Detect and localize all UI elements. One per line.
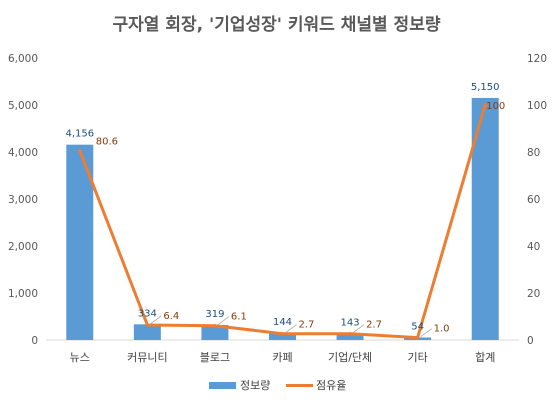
data-label-leader [285, 324, 297, 333]
x-tick-label: 합계 [475, 351, 495, 364]
bar-data-label: 54 [411, 321, 424, 332]
line-data-label: 6.4 [163, 311, 179, 322]
line-series [78, 103, 487, 340]
bar-data-label: 5,150 [471, 82, 500, 93]
line-data-label: 2.7 [366, 320, 382, 331]
y-right-tick-label: 80 [527, 147, 540, 159]
x-tick-label: 커뮤니티 [127, 351, 167, 364]
bar-data-label: 4,156 [65, 129, 94, 140]
y-left-tick-label: 2,000 [8, 241, 38, 253]
bar [269, 333, 296, 340]
bar [133, 324, 161, 340]
data-labels: 4,156 334 319 144 143 54 5,150 80.6 6.4 6.1 2.7 2.7… [65, 82, 505, 337]
chart-title: 구자열 회장, '기업성장' 키워드 채널별 정보량 [113, 15, 441, 35]
y-right-tick-label: 100 [527, 100, 547, 112]
x-tick-label: 뉴스 [70, 351, 90, 364]
y-right-tick-label: 20 [527, 288, 540, 300]
bar [201, 325, 229, 340]
line-data-label: 100 [486, 101, 505, 112]
bar-data-label: 334 [138, 308, 157, 319]
data-label-leader [150, 315, 162, 325]
legend: 정보량 점유율 [209, 379, 346, 392]
line-point [281, 332, 284, 336]
line-point [145, 323, 149, 327]
axes: 0 1,000 2,000 3,000 4,000 5,000 6,000 0 20 40 60 80… [8, 53, 547, 364]
y-left-tick-label: 1,000 [8, 288, 38, 300]
line-point [416, 336, 420, 340]
line-point [78, 149, 82, 153]
line-point [213, 324, 217, 328]
y-left-tick-label: 3,000 [8, 194, 38, 206]
y-left-tick-label: 6,000 [8, 53, 38, 65]
data-label-leader [217, 316, 230, 325]
y-right-tick-label: 120 [527, 53, 547, 65]
line-data-label: 2.7 [299, 320, 315, 331]
bar-series [66, 97, 499, 340]
legend-label-share: 점유율 [316, 379, 346, 392]
line-data-label: 6.1 [231, 312, 247, 323]
y-right-tick-label: 0 [527, 335, 534, 347]
bar-data-label: 144 [273, 317, 292, 328]
x-tick-label: 기업/단체 [328, 351, 372, 364]
line-data-label: 80.6 [96, 137, 118, 148]
line-path [78, 103, 487, 340]
bar-data-label: 143 [341, 317, 360, 328]
x-tick-label: 카페 [272, 351, 292, 364]
legend-swatch-info-volume [209, 382, 236, 389]
x-tick-label: 블로그 [200, 351, 230, 364]
y-left-tick-label: 5,000 [8, 100, 38, 112]
bar-data-label: 319 [205, 309, 224, 320]
y-right-tick-label: 60 [527, 194, 540, 206]
legend-label-info-volume: 정보량 [240, 379, 270, 392]
data-label-leader [352, 324, 365, 333]
y-right-tick-label: 40 [527, 241, 540, 253]
line-point [483, 103, 487, 107]
y-left-tick-label: 4,000 [8, 147, 38, 159]
line-point [348, 332, 352, 336]
data-label-leader [420, 328, 432, 337]
line-data-label: 1.0 [434, 324, 450, 335]
y-left-tick-label: 0 [31, 335, 38, 347]
bar [336, 333, 364, 340]
x-tick-label: 기타 [408, 351, 428, 364]
